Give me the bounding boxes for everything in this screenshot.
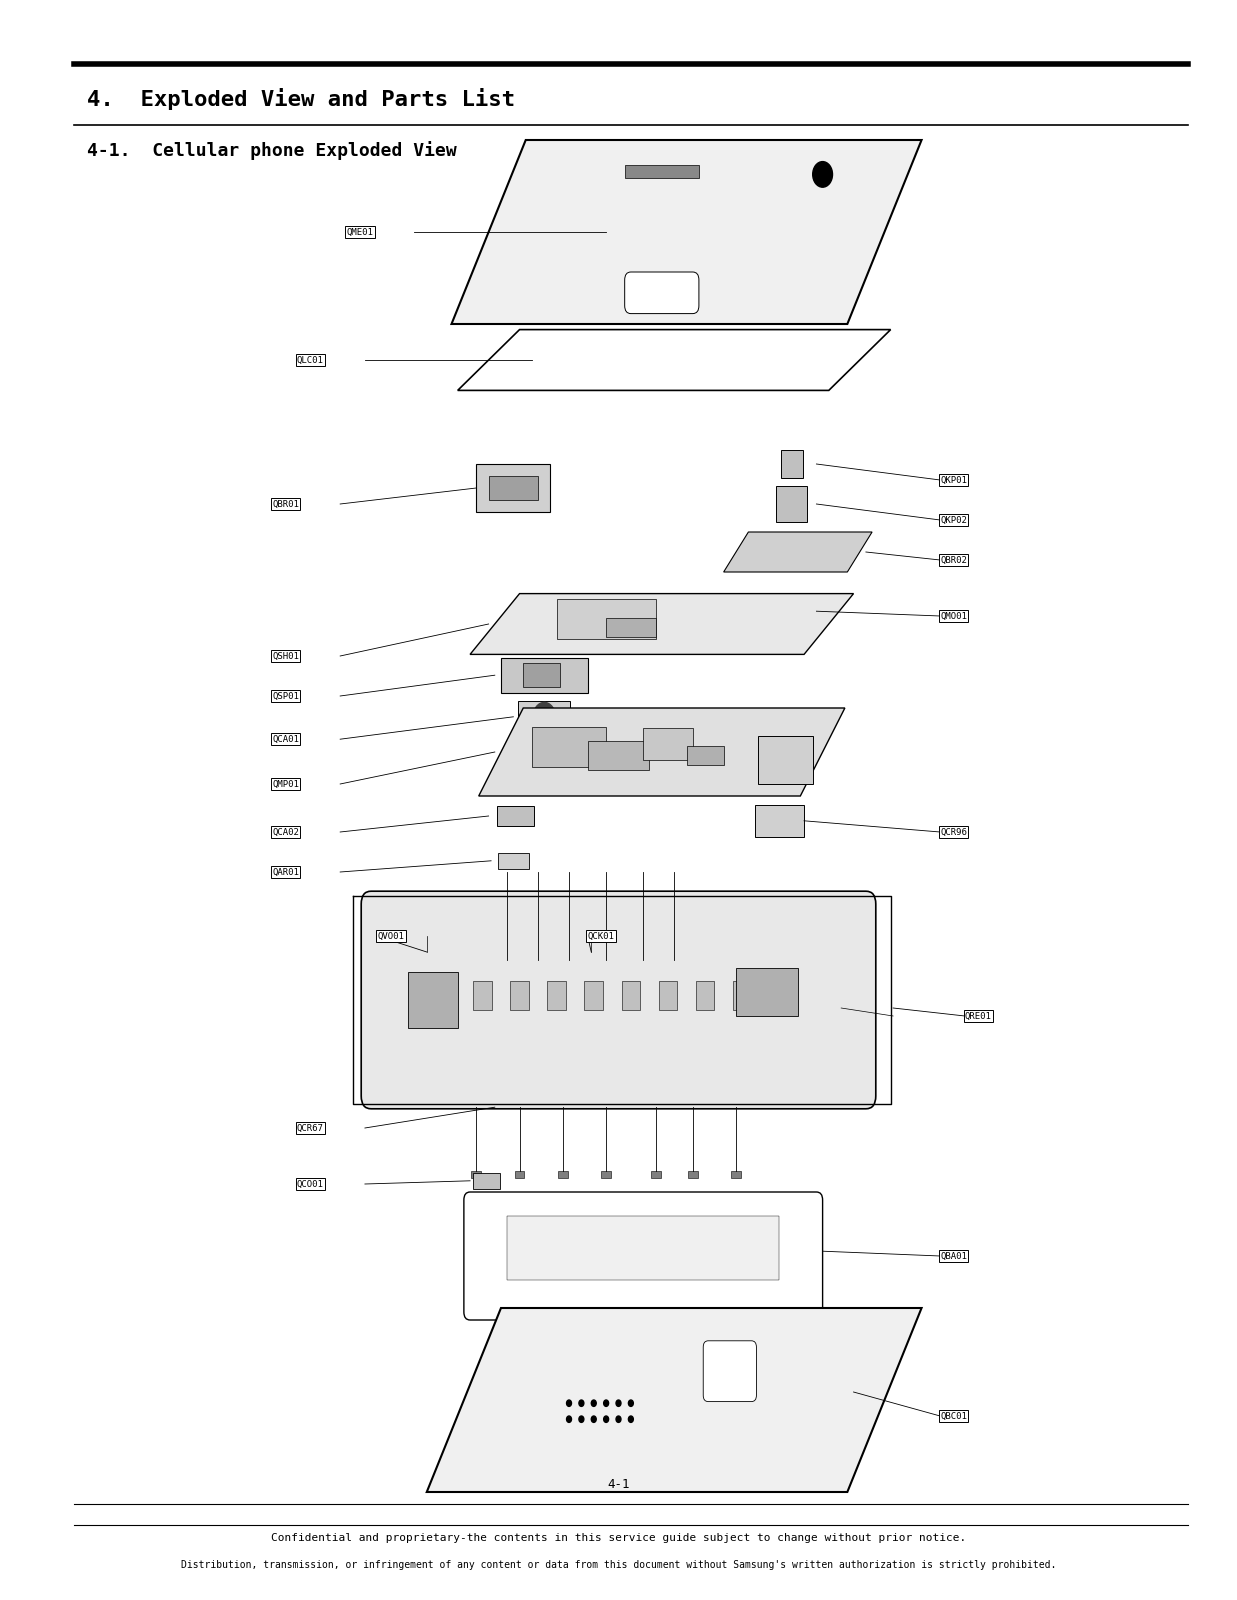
- FancyBboxPatch shape: [625, 272, 699, 314]
- Circle shape: [604, 1400, 609, 1406]
- Bar: [502, 960, 512, 966]
- Bar: [606, 618, 656, 637]
- Circle shape: [616, 1400, 621, 1406]
- Bar: [669, 960, 679, 966]
- Bar: [659, 981, 678, 1010]
- Bar: [695, 981, 715, 1010]
- Text: QCA02: QCA02: [272, 827, 299, 837]
- Text: QBC01: QBC01: [940, 1411, 967, 1421]
- Text: QBR02: QBR02: [940, 555, 967, 565]
- Bar: [471, 1171, 481, 1178]
- Text: QRE01: QRE01: [965, 1011, 992, 1021]
- Bar: [515, 1171, 524, 1178]
- Circle shape: [604, 1416, 609, 1422]
- Polygon shape: [724, 531, 872, 573]
- Text: QBA01: QBA01: [940, 1251, 967, 1261]
- Bar: [564, 960, 574, 966]
- Bar: [687, 746, 724, 765]
- Text: QCR67: QCR67: [297, 1123, 324, 1133]
- Text: 4.  Exploded View and Parts List: 4. Exploded View and Parts List: [87, 88, 515, 110]
- Bar: [435, 981, 454, 1010]
- Text: QAR01: QAR01: [272, 867, 299, 877]
- Bar: [777, 486, 808, 522]
- Text: 4-1: 4-1: [607, 1478, 630, 1491]
- Bar: [408, 971, 458, 1029]
- Circle shape: [591, 1416, 596, 1422]
- Bar: [601, 960, 611, 966]
- Text: QBR01: QBR01: [272, 499, 299, 509]
- Text: 4-1.  Cellular phone Exploded View: 4-1. Cellular phone Exploded View: [87, 141, 456, 160]
- Text: QVO01: QVO01: [377, 931, 404, 941]
- Bar: [643, 728, 693, 760]
- Polygon shape: [479, 707, 845, 795]
- Text: QMO01: QMO01: [940, 611, 967, 621]
- Text: QSP01: QSP01: [272, 691, 299, 701]
- Circle shape: [567, 1400, 571, 1406]
- Circle shape: [533, 702, 555, 731]
- Bar: [501, 658, 588, 693]
- FancyBboxPatch shape: [703, 1341, 757, 1402]
- Text: QKP02: QKP02: [940, 515, 967, 525]
- Circle shape: [591, 1400, 596, 1406]
- Text: QMP01: QMP01: [272, 779, 299, 789]
- Circle shape: [628, 1416, 633, 1422]
- Text: QME01: QME01: [346, 227, 374, 237]
- Text: QCA01: QCA01: [272, 734, 299, 744]
- Bar: [732, 981, 752, 1010]
- Circle shape: [579, 1416, 584, 1422]
- Polygon shape: [470, 594, 854, 654]
- Bar: [638, 960, 648, 966]
- FancyBboxPatch shape: [361, 891, 876, 1109]
- Bar: [489, 477, 538, 499]
- Bar: [473, 1173, 500, 1189]
- Text: Distribution, transmission, or infringement of any content or data from this doc: Distribution, transmission, or infringem…: [181, 1560, 1056, 1570]
- FancyBboxPatch shape: [464, 1192, 823, 1320]
- Bar: [510, 981, 529, 1010]
- Bar: [497, 806, 534, 826]
- Bar: [557, 598, 656, 638]
- Bar: [625, 165, 699, 178]
- Text: QKP01: QKP01: [940, 475, 967, 485]
- Bar: [601, 1171, 611, 1178]
- Bar: [473, 981, 492, 1010]
- Circle shape: [813, 162, 833, 187]
- Bar: [476, 464, 550, 512]
- Bar: [688, 1171, 698, 1178]
- Text: QLC01: QLC01: [297, 355, 324, 365]
- Circle shape: [628, 1400, 633, 1406]
- Bar: [533, 960, 543, 966]
- Bar: [755, 805, 804, 837]
- Polygon shape: [427, 1309, 922, 1491]
- Polygon shape: [458, 330, 891, 390]
- Bar: [622, 981, 641, 1010]
- Text: QSH01: QSH01: [272, 651, 299, 661]
- Bar: [651, 1171, 661, 1178]
- Bar: [731, 1171, 741, 1178]
- Bar: [518, 701, 570, 733]
- Bar: [736, 968, 798, 1016]
- Bar: [523, 662, 560, 688]
- Circle shape: [567, 1416, 571, 1422]
- Bar: [532, 726, 606, 766]
- Text: QCO01: QCO01: [297, 1179, 324, 1189]
- Polygon shape: [452, 141, 922, 323]
- Bar: [674, 1245, 724, 1264]
- Text: Confidential and proprietary-the contents in this service guide subject to chang: Confidential and proprietary-the content…: [271, 1533, 966, 1542]
- Text: QCR96: QCR96: [940, 827, 967, 837]
- Bar: [558, 1171, 568, 1178]
- Circle shape: [616, 1416, 621, 1422]
- Bar: [781, 450, 803, 478]
- Bar: [588, 741, 649, 770]
- Bar: [584, 981, 604, 1010]
- Bar: [497, 853, 529, 869]
- Bar: [547, 981, 567, 1010]
- Circle shape: [579, 1400, 584, 1406]
- Text: QCK01: QCK01: [588, 931, 615, 941]
- Bar: [757, 736, 814, 784]
- Bar: [507, 1216, 779, 1280]
